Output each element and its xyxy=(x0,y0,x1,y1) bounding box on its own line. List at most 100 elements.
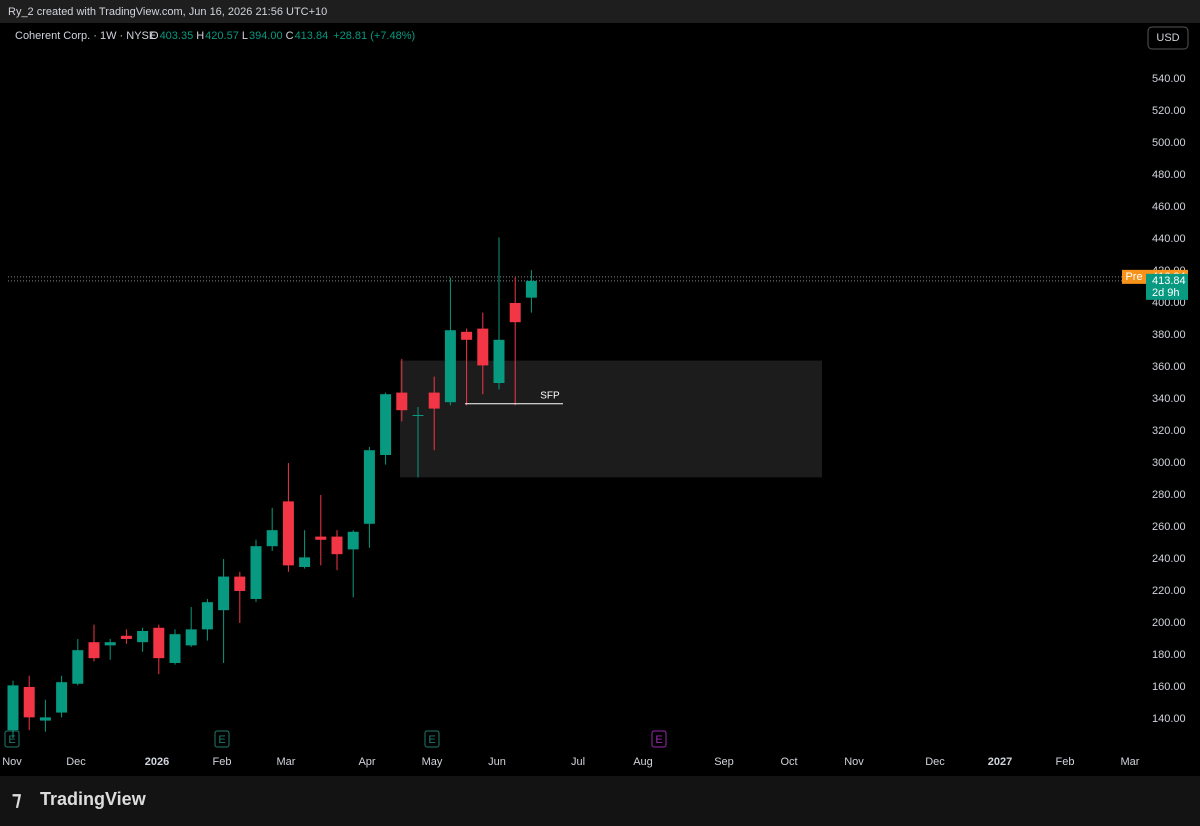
y-tick-label: 360.00 xyxy=(1152,361,1186,373)
logo-icon: ⁊ xyxy=(12,789,21,810)
y-tick-label: 480.00 xyxy=(1152,169,1186,181)
candle-body xyxy=(444,330,456,403)
x-tick-label: Dec xyxy=(66,756,86,768)
y-tick-label: 300.00 xyxy=(1152,457,1186,469)
y-tick-label: 440.00 xyxy=(1152,233,1186,245)
x-tick-label: Sep xyxy=(714,756,734,768)
y-tick-label: 460.00 xyxy=(1152,201,1186,213)
footer-brand: TradingView xyxy=(40,789,147,809)
x-tick-label: Mar xyxy=(1121,756,1140,768)
legend-label: L xyxy=(242,30,248,42)
x-tick-label: Oct xyxy=(780,756,797,768)
candle-body xyxy=(234,576,246,591)
currency[interactable]: USD xyxy=(1156,32,1179,44)
earnings-marker xyxy=(4,730,20,748)
candle-body xyxy=(461,331,473,340)
legend-change: +28.81 (+7.48%) xyxy=(333,30,415,42)
candle-body xyxy=(477,328,489,366)
candle-body xyxy=(250,546,262,599)
y-tick-label: 280.00 xyxy=(1152,489,1186,501)
candle-body xyxy=(218,576,230,611)
candle-body xyxy=(39,717,51,721)
candle-body xyxy=(104,642,116,646)
y-tick-label: 220.00 xyxy=(1152,585,1186,597)
header-bar xyxy=(0,0,1200,23)
x-tick-label: Nov xyxy=(2,756,22,768)
legend-label: O xyxy=(150,30,159,42)
candle-body xyxy=(201,602,213,630)
candle-body xyxy=(120,635,132,639)
candle-body xyxy=(88,642,100,659)
candle-body xyxy=(331,536,343,555)
candle-body xyxy=(23,686,35,718)
candle-body xyxy=(525,280,537,298)
logo: ⁊ xyxy=(12,789,21,810)
x-tick-label: Jul xyxy=(571,756,585,768)
x-tick-label: May xyxy=(422,756,443,768)
candle-body xyxy=(56,682,68,713)
symbol: Coherent Corp. · 1W · NYSE xyxy=(15,30,156,42)
y-tick-label: 540.00 xyxy=(1152,73,1186,85)
y-tick-label: 380.00 xyxy=(1152,329,1186,341)
candle-body xyxy=(137,630,149,643)
candle-body xyxy=(7,685,19,731)
candle-body xyxy=(72,650,84,684)
candle-body xyxy=(509,303,521,323)
price-label-box xyxy=(1146,273,1188,300)
x-tick-label: 2027 xyxy=(988,756,1012,768)
zone xyxy=(400,360,822,478)
legend-value: 420.57 xyxy=(205,30,239,42)
y-tick-label: 320.00 xyxy=(1152,425,1186,437)
y-tick-label: 340.00 xyxy=(1152,393,1186,405)
legend-value: 403.35 xyxy=(160,30,194,42)
earnings-marker xyxy=(424,730,440,748)
pre-tag-box xyxy=(1122,269,1146,284)
x-tick-label: Aug xyxy=(633,756,653,768)
legend-label: H xyxy=(196,30,204,42)
sfp-label: SFP xyxy=(540,390,560,401)
candle-body xyxy=(299,557,311,567)
legend-value: 394.00 xyxy=(249,30,283,42)
y-tick-label: 520.00 xyxy=(1152,105,1186,117)
x-tick-label: Nov xyxy=(844,756,864,768)
candle-body xyxy=(347,531,359,550)
x-tick-label: Dec xyxy=(925,756,945,768)
x-tick-label: Apr xyxy=(358,756,375,768)
candle-body xyxy=(266,530,278,547)
candle-body xyxy=(185,629,197,646)
header-text: Ry_2 created with TradingView.com, Jun 1… xyxy=(8,6,327,18)
legend-value: 413.84 xyxy=(295,30,329,42)
x-tick-label: Feb xyxy=(1056,756,1075,768)
y-tick-label: 180.00 xyxy=(1152,649,1186,661)
currency-box[interactable] xyxy=(1147,26,1189,50)
y-tick-label: 240.00 xyxy=(1152,553,1186,565)
y-tick-label: 400.00 xyxy=(1152,297,1186,309)
candle-body xyxy=(169,634,181,663)
candle-body xyxy=(396,392,408,411)
footer-bar xyxy=(0,776,1200,826)
candle-body xyxy=(428,392,440,409)
price-label: 413.84 xyxy=(1152,275,1186,287)
earnings-label: E xyxy=(655,734,662,746)
x-tick-label: Feb xyxy=(213,756,232,768)
candle-body xyxy=(493,339,505,384)
y-tick-label: 260.00 xyxy=(1152,521,1186,533)
y-tick-label: 200.00 xyxy=(1152,617,1186,629)
x-tick-label: Mar xyxy=(277,756,296,768)
y-tick-label: 160.00 xyxy=(1152,681,1186,693)
countdown: 2d 9h xyxy=(1152,287,1180,299)
candle-body xyxy=(315,536,327,540)
earnings-marker xyxy=(214,730,230,748)
x-tick-label: 2026 xyxy=(145,756,169,768)
legend-label: C xyxy=(286,30,294,42)
candle-body xyxy=(153,627,165,659)
earnings-marker xyxy=(651,730,667,748)
candle-body xyxy=(412,414,424,416)
candle-body xyxy=(282,501,294,566)
candle-body xyxy=(363,450,375,524)
y-tick-label: 500.00 xyxy=(1152,137,1186,149)
y-tick-label: 140.00 xyxy=(1152,713,1186,725)
earnings-label: E xyxy=(428,734,435,746)
